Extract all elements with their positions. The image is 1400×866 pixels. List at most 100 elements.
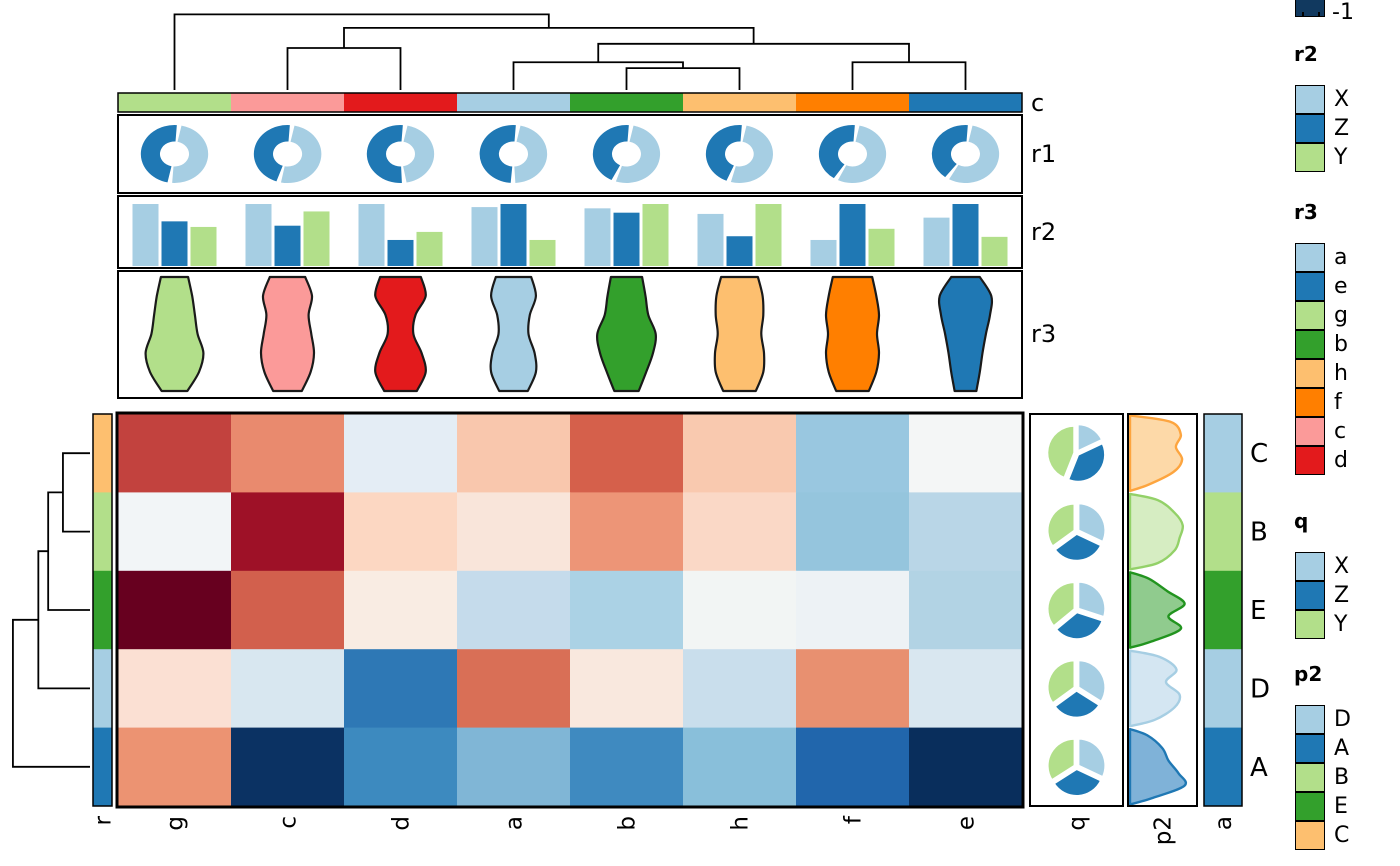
legend-r3-label: c [1334,419,1347,444]
heatmap-cell [683,492,797,572]
pie-slice [1077,580,1107,619]
dendrogram-link [286,47,402,90]
legend-r2-label: Y [1334,145,1348,170]
heatmap-cell [909,727,1023,807]
bar [274,225,301,266]
column-colorbar-segment [909,93,1022,112]
column-colorbar-segment [231,93,344,112]
r2-panel-border [117,195,1023,269]
bar [839,204,866,266]
bar-chart [245,204,330,266]
heatmap-cell [118,414,232,493]
legend-p2-swatch-C [1295,821,1325,850]
dendrogram-link [12,618,90,768]
heatmap-cell [457,727,571,807]
r1-panel-border [117,114,1023,194]
column-colorbar-segment [796,93,909,112]
pie-chart-slice-group [1077,502,1107,543]
legend-r3-label: b [1334,332,1348,357]
legend-r2-label: X [1334,87,1350,112]
heatmap-cell [457,649,571,729]
legend-r3-swatch-a [1295,243,1325,272]
legend-p2-label: D [1334,707,1351,732]
pie-slice [1053,689,1101,719]
bar [387,239,414,266]
bar-chart [697,204,782,266]
heatmap-cell [796,414,910,493]
donut-light-segment [403,125,435,183]
column-tick-label: b [615,816,641,831]
column-tick-label: f [841,815,867,824]
pie-slice [1077,502,1107,543]
heatmap-cell [344,570,458,650]
bar-chart [810,204,895,266]
donut-chart [592,124,661,183]
a-colorbar-segment [1204,492,1242,572]
row-dendrogram [12,452,90,768]
donut-dark-segment [818,124,855,179]
pie-slice [1046,424,1076,479]
legend-r2-label: Z [1334,116,1350,141]
pie-slice [1055,611,1104,641]
legend-q-swatch-Y [1295,610,1325,639]
donut-light-segment [837,125,887,183]
heatmap-cell [231,570,345,650]
bar [471,207,498,266]
heatmap-cell [796,649,910,729]
p2-panel-border [1127,413,1198,807]
pie-chart-slice-group [1076,423,1104,453]
bar [303,211,330,266]
heatmap-cell [683,570,797,650]
bar [358,204,385,266]
dendrogram-link [625,67,741,90]
heatmap-cell [909,649,1023,729]
legend-r3-swatch-e [1295,272,1325,301]
row-tick-label: A [1250,753,1268,783]
heatmap-cell [457,492,571,572]
column-colorbar-border [117,92,1023,113]
pie-slice [1077,659,1107,703]
violin [713,275,766,393]
bar [868,228,895,266]
bar [697,213,724,266]
heatmap-cell [231,492,345,572]
violin [596,275,657,393]
density-ridge [1128,492,1185,571]
donut-dark-segment [592,124,629,180]
heatmap-cell [683,727,797,807]
bar [584,208,611,266]
column-colorbar-segment [344,93,457,112]
heatmap-cell [796,570,910,650]
heatmap-cell [457,414,571,493]
heatmap-cell [457,570,571,650]
row-colorbar-segment [93,649,112,729]
legend-r3-swatch-f [1295,388,1325,417]
heatmap-cell [796,727,910,807]
column-tick-label: d [389,816,415,831]
q-tick-label: q [1065,816,1091,831]
row-colorbar-border [92,413,113,807]
violin [259,275,316,393]
bar [642,204,669,266]
violin [489,275,538,393]
legend-q-swatch-X [1295,552,1325,581]
heatmap-cell [118,649,232,729]
bar [500,204,527,266]
a-colorbar-segment [1204,649,1242,729]
donut-dark-segment [705,125,742,181]
pie-chart-slice-group [1077,580,1107,619]
heatmap-cell [231,727,345,807]
density-ridge [1128,571,1186,649]
bar [529,239,556,266]
pie-chart-slice-group [1077,737,1107,779]
bar [755,204,782,266]
legend-p2-label: E [1334,794,1348,819]
legend-r3-title: r3 [1294,200,1318,224]
donut-dark-segment [253,124,290,182]
bar-chart [923,204,1008,266]
row-tick-label: D [1250,674,1270,704]
donut-chart [818,124,887,183]
column-colorbar-segment [118,93,231,112]
legend-p2-swatch-E [1295,792,1325,821]
